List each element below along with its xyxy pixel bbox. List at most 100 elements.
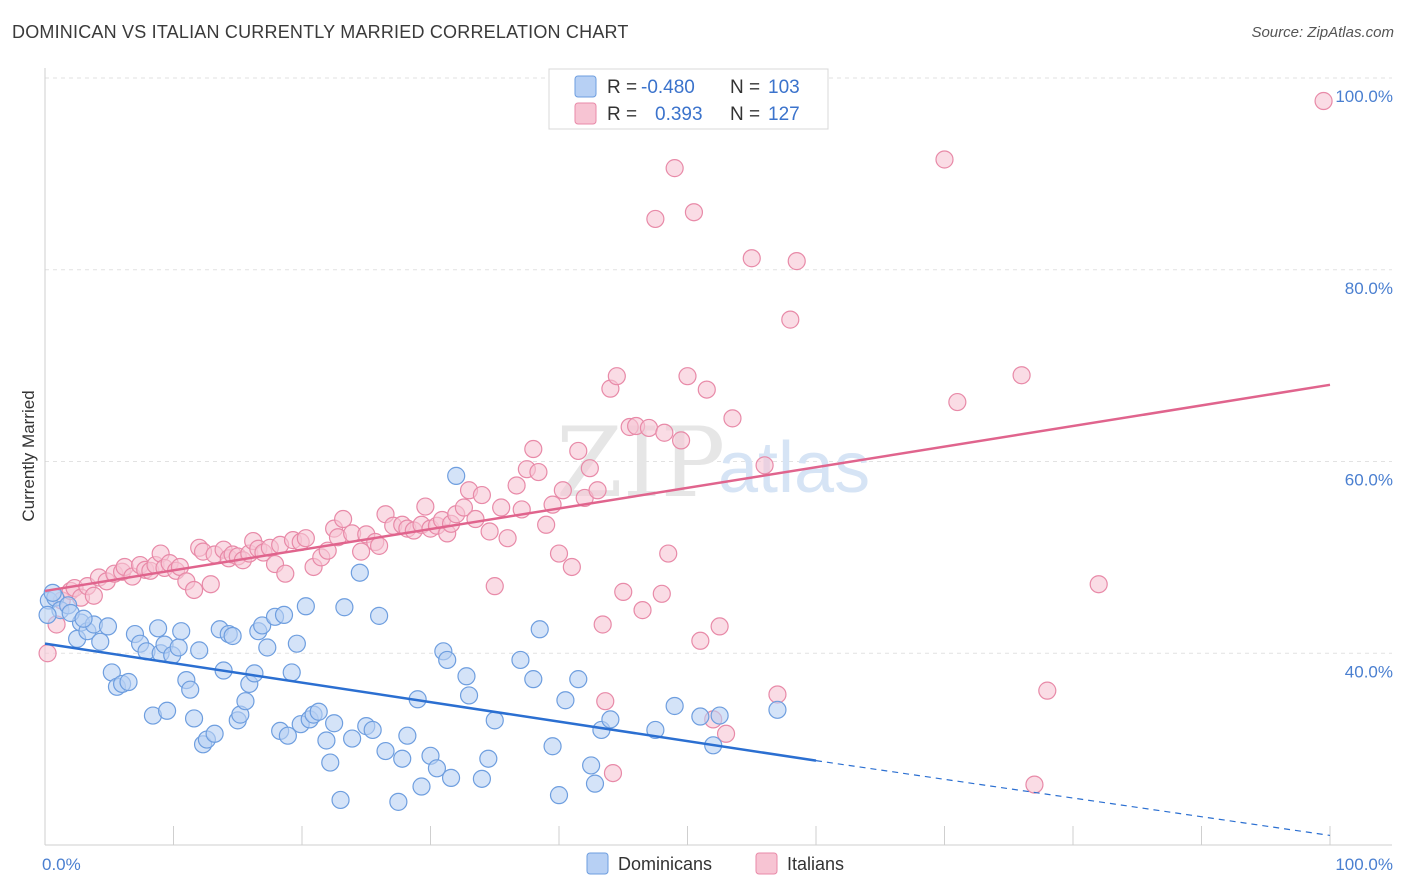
bottom-legend-dominicans: Dominicans bbox=[618, 854, 712, 874]
dominican-point-72 bbox=[427, 759, 447, 778]
dominican-point-102 bbox=[74, 609, 93, 628]
italian-point-86 bbox=[562, 557, 581, 577]
dominican-point-100 bbox=[43, 583, 62, 602]
dominican-point-97 bbox=[710, 706, 729, 725]
dominican-point-56 bbox=[321, 753, 340, 772]
italian-point-89 bbox=[580, 459, 599, 478]
italian-point-72 bbox=[472, 485, 491, 505]
italian-point-115 bbox=[781, 310, 800, 329]
italian-point-102 bbox=[665, 159, 684, 178]
italian-trend-line bbox=[44, 383, 1331, 593]
dominican-point-75 bbox=[441, 768, 461, 787]
legend-r-value-1: -0.480 bbox=[641, 77, 695, 98]
dominican-point-88 bbox=[569, 670, 588, 689]
italian-point-107 bbox=[697, 380, 716, 399]
italian-point-110 bbox=[716, 724, 736, 743]
bottom-legend-swatch-italians bbox=[755, 852, 778, 875]
bottom-legend-italians: Italians bbox=[787, 854, 844, 874]
x-tick-label-min: 0.0% bbox=[42, 855, 81, 874]
legend-n-label-2: N = bbox=[730, 104, 760, 125]
dominican-point-98 bbox=[768, 700, 787, 719]
legend-swatch-dominicans bbox=[574, 75, 597, 98]
bottom-legend: Dominicans Italians bbox=[586, 852, 844, 875]
dominican-point-57 bbox=[325, 714, 344, 733]
dominican-point-76 bbox=[447, 466, 466, 485]
dominican-point-46 bbox=[274, 605, 294, 625]
italian-point-126 bbox=[655, 423, 674, 442]
dominican-point-26 bbox=[181, 680, 200, 699]
dominican-point-18 bbox=[148, 619, 168, 638]
dominican-point-85 bbox=[543, 737, 562, 756]
italian-point-98 bbox=[639, 418, 659, 438]
legend-n-value-1: 103 bbox=[768, 77, 800, 98]
italian-point-0 bbox=[38, 644, 57, 663]
y-tick-label-100: 100.0% bbox=[1335, 87, 1393, 106]
dominican-point-24 bbox=[172, 622, 191, 641]
italian-point-94 bbox=[614, 582, 633, 601]
italian-point-50 bbox=[334, 509, 353, 529]
italian-point-87 bbox=[569, 441, 588, 461]
dominican-point-21 bbox=[157, 701, 177, 720]
italian-point-76 bbox=[498, 529, 517, 548]
dominican-point-68 bbox=[398, 726, 417, 745]
italian-point-103 bbox=[671, 431, 691, 450]
dominican-point-80 bbox=[479, 749, 498, 768]
dominican-point-82 bbox=[511, 650, 530, 670]
dominican-point-47 bbox=[278, 726, 297, 745]
italian-point-111 bbox=[723, 409, 742, 428]
y-tick-label-40: 40.0% bbox=[1345, 662, 1393, 681]
dominican-point-43 bbox=[258, 638, 277, 657]
dominican-point-59 bbox=[335, 598, 354, 617]
legend-swatch-italians bbox=[574, 102, 597, 125]
dominican-point-99 bbox=[38, 605, 57, 625]
dominican-point-65 bbox=[376, 741, 395, 761]
dominican-point-35 bbox=[223, 626, 242, 646]
italian-point-125 bbox=[603, 763, 623, 783]
dominican-point-66 bbox=[389, 792, 408, 811]
italian-point-24 bbox=[184, 580, 204, 600]
dominican-point-74 bbox=[438, 650, 457, 670]
dominican-point-87 bbox=[556, 691, 575, 710]
italian-point-84 bbox=[549, 544, 569, 563]
italian-point-106 bbox=[691, 631, 710, 650]
italian-point-7 bbox=[84, 586, 103, 605]
y-axis-title: Currently Married bbox=[19, 390, 38, 521]
dominican-point-13 bbox=[119, 672, 138, 692]
dominican-point-28 bbox=[190, 641, 209, 660]
dominican-point-83 bbox=[524, 670, 543, 689]
italian-point-27 bbox=[201, 575, 220, 594]
italian-point-75 bbox=[492, 498, 511, 517]
italian-point-77 bbox=[507, 476, 526, 495]
dominican-point-58 bbox=[331, 790, 350, 810]
italian-point-101 bbox=[659, 544, 678, 563]
dominican-point-49 bbox=[287, 634, 306, 653]
dominican-point-48 bbox=[282, 663, 301, 682]
dominican-point-86 bbox=[549, 786, 569, 805]
italian-point-114 bbox=[768, 685, 787, 704]
italian-point-55 bbox=[370, 536, 389, 555]
italian-point-105 bbox=[684, 203, 704, 222]
chart-title: DOMINICAN VS ITALIAN CURRENTLY MARRIED C… bbox=[12, 22, 629, 42]
italian-point-62 bbox=[416, 497, 435, 516]
italian-point-69 bbox=[454, 498, 474, 517]
dominican-point-64 bbox=[370, 606, 389, 625]
italian-point-122 bbox=[1025, 775, 1044, 794]
dominican-trend-line bbox=[44, 642, 817, 762]
italian-point-80 bbox=[524, 439, 543, 459]
italian-point-120 bbox=[1038, 681, 1057, 700]
legend-n-label-1: N = bbox=[730, 77, 760, 98]
dominican-point-55 bbox=[317, 731, 336, 750]
legend-n-value-2: 127 bbox=[768, 104, 800, 125]
dominican-point-51 bbox=[296, 597, 315, 616]
italian-point-93 bbox=[607, 367, 626, 386]
dominican-point-90 bbox=[585, 774, 605, 793]
dominican-point-77 bbox=[457, 667, 476, 686]
dominican-point-93 bbox=[646, 720, 665, 740]
dominican-point-60 bbox=[343, 729, 362, 748]
dominican-point-9 bbox=[98, 617, 118, 636]
trend-layer bbox=[44, 383, 1331, 837]
italian-point-91 bbox=[593, 615, 612, 634]
italian-point-113 bbox=[755, 456, 774, 475]
dominican-point-89 bbox=[582, 756, 601, 775]
